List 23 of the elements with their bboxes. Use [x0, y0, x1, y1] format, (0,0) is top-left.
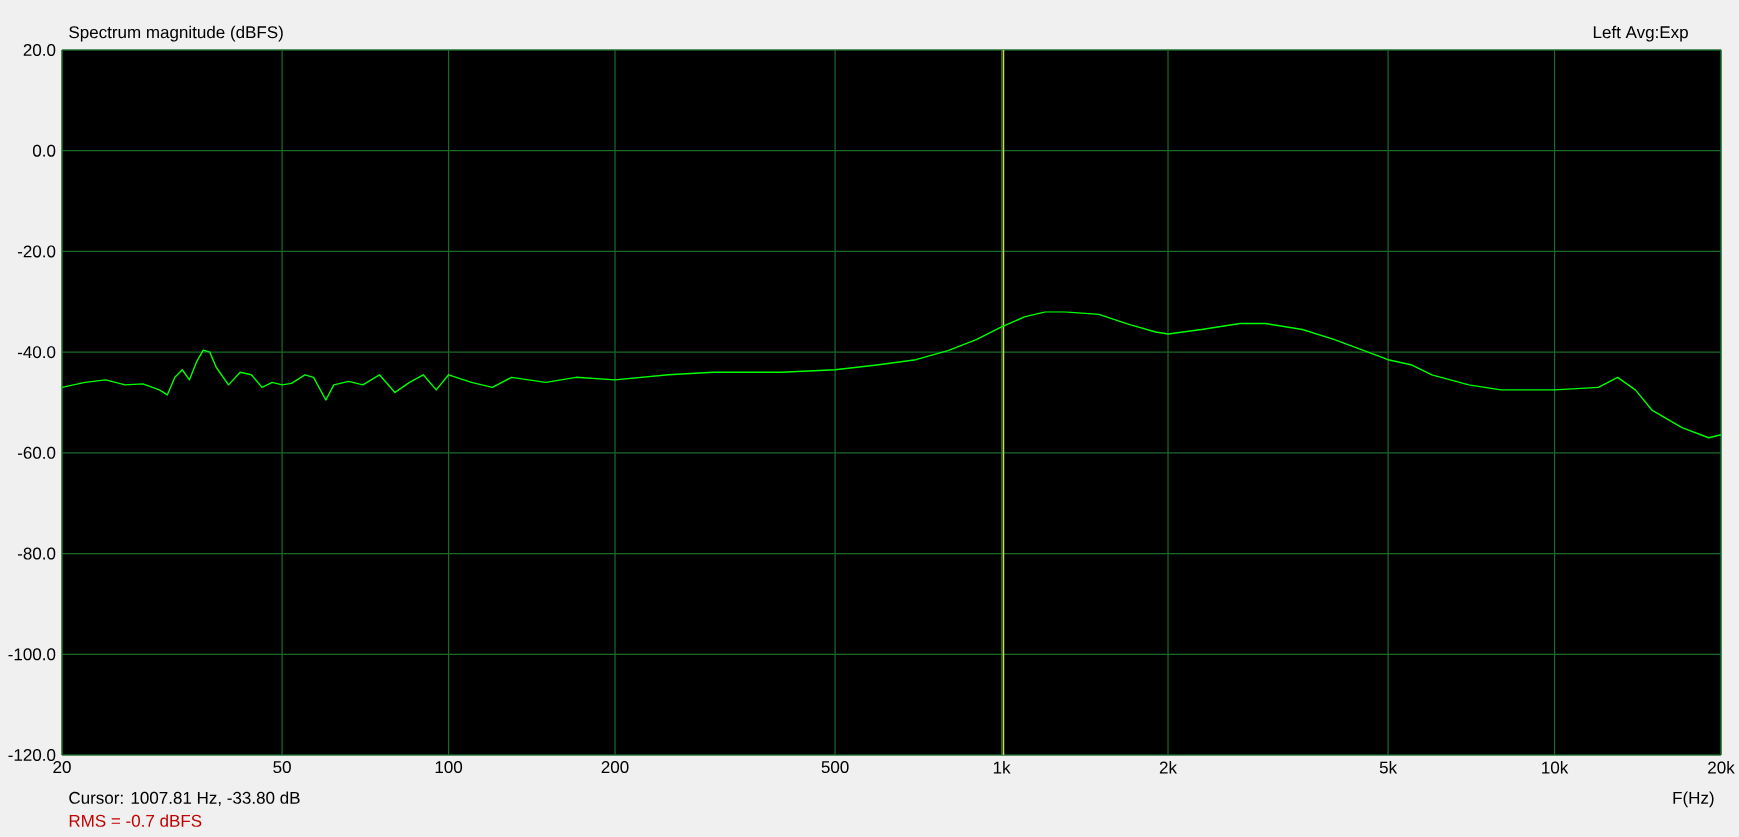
y-tick-label: -80.0: [17, 547, 56, 560]
y-tick-label: -60.0: [17, 446, 56, 459]
x-tick-label: 200: [601, 761, 629, 774]
x-axis-title: F(Hz): [1673, 791, 1714, 808]
text: RMS = -0.7 dBFS: [69, 814, 202, 827]
x-tick-label: 100: [435, 761, 463, 774]
x-tick-label: 1k: [993, 761, 1011, 774]
x-tick-label: 5k: [1379, 761, 1398, 774]
chart-subtitle: Left Avg:Exp: [1593, 25, 1688, 42]
x-tick-label: 10k: [1542, 761, 1569, 774]
y-tick-label: -40.0: [17, 346, 56, 359]
chart-title: Spectrum magnitude (dBFS): [69, 25, 283, 42]
text: Cursor: 1007.81 Hz, -33.80 dB: [69, 791, 300, 806]
y-tick-label: 0.0: [32, 144, 56, 157]
x-tick-label: 2k: [1159, 761, 1178, 774]
x-tick-label: 50: [273, 761, 291, 774]
y-tick-label: 20.0: [23, 44, 56, 57]
y-tick-label: -120.0: [8, 749, 56, 762]
x-tick-label: 500: [821, 761, 849, 774]
x-tick-label: 20k: [1708, 761, 1735, 774]
y-tick-label: -20.0: [17, 245, 56, 258]
x-tick-label: 20: [53, 761, 71, 774]
y-tick-label: -100.0: [8, 648, 56, 661]
